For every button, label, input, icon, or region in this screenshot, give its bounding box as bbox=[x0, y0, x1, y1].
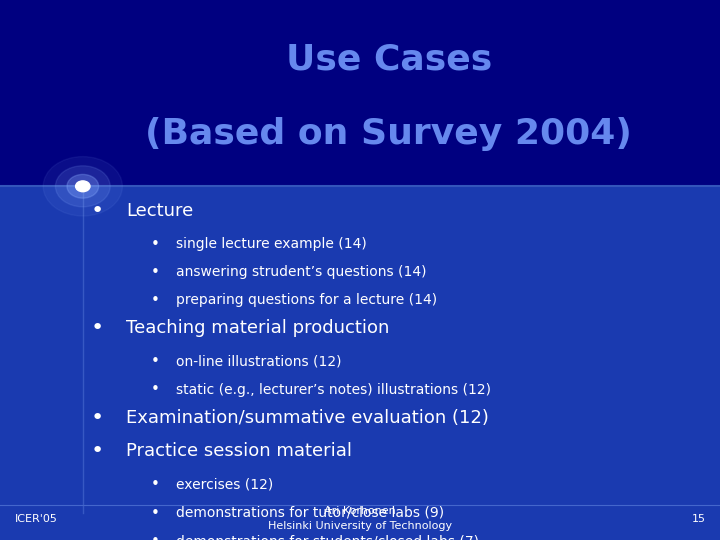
Text: 15: 15 bbox=[692, 515, 706, 524]
Text: Lecture: Lecture bbox=[126, 201, 193, 220]
Circle shape bbox=[43, 157, 122, 216]
Text: Teaching material production: Teaching material production bbox=[126, 319, 390, 338]
Text: on-line illustrations (12): on-line illustrations (12) bbox=[176, 355, 342, 369]
Text: •: • bbox=[150, 354, 159, 369]
Text: Ari Korhonen: Ari Korhonen bbox=[324, 506, 396, 516]
Text: •: • bbox=[91, 318, 104, 339]
Bar bbox=[0, 0, 720, 186]
Text: •: • bbox=[150, 477, 159, 492]
Text: •: • bbox=[150, 265, 159, 280]
Circle shape bbox=[55, 166, 110, 207]
Text: Helsinki University of Technology: Helsinki University of Technology bbox=[268, 521, 452, 531]
Text: •: • bbox=[91, 200, 104, 221]
Circle shape bbox=[76, 181, 90, 192]
Text: demonstrations for tutor/close labs (9): demonstrations for tutor/close labs (9) bbox=[176, 506, 444, 520]
Text: •: • bbox=[150, 293, 159, 308]
Text: exercises (12): exercises (12) bbox=[176, 478, 274, 492]
Text: •: • bbox=[91, 408, 104, 428]
Text: (Based on Survey 2004): (Based on Survey 2004) bbox=[145, 117, 632, 151]
Text: •: • bbox=[150, 237, 159, 252]
Text: static (e.g., lecturer’s notes) illustrations (12): static (e.g., lecturer’s notes) illustra… bbox=[176, 383, 491, 397]
Text: •: • bbox=[150, 382, 159, 397]
Text: Practice session material: Practice session material bbox=[126, 442, 352, 461]
Text: •: • bbox=[150, 505, 159, 521]
Text: •: • bbox=[91, 441, 104, 462]
Text: •: • bbox=[150, 534, 159, 540]
Text: answering strudent’s questions (14): answering strudent’s questions (14) bbox=[176, 265, 427, 279]
Text: Use Cases: Use Cases bbox=[286, 43, 492, 77]
Text: Examination/summative evaluation (12): Examination/summative evaluation (12) bbox=[126, 409, 489, 427]
Text: ICER'05: ICER'05 bbox=[14, 515, 58, 524]
Text: preparing questions for a lecture (14): preparing questions for a lecture (14) bbox=[176, 293, 438, 307]
Text: single lecture example (14): single lecture example (14) bbox=[176, 237, 367, 251]
Circle shape bbox=[67, 174, 99, 198]
Text: demonstrations for students/closed labs (7): demonstrations for students/closed labs … bbox=[176, 534, 480, 540]
